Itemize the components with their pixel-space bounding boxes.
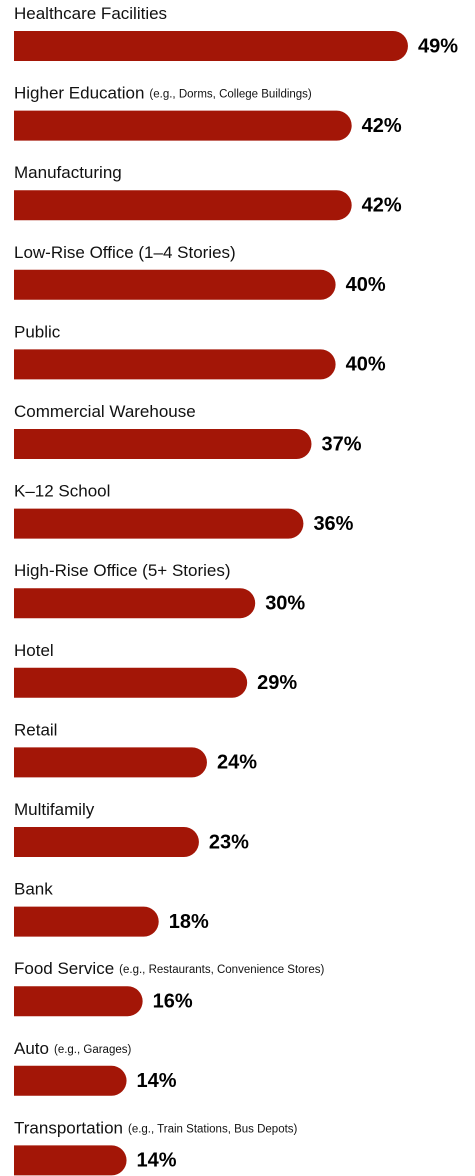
category-name: Hotel	[14, 641, 54, 660]
bar	[14, 827, 199, 857]
category-name: Low-Rise Office (1–4 Stories)	[14, 243, 236, 262]
category-name: K–12 School	[14, 482, 110, 501]
value-label: 24%	[217, 752, 257, 774]
bar	[14, 906, 159, 937]
category-name: Retail	[14, 721, 57, 740]
bar	[14, 349, 336, 380]
value-label: 49%	[418, 35, 458, 57]
bar	[14, 508, 304, 539]
value-label: 30%	[265, 592, 305, 614]
category-name: Bank	[14, 880, 53, 899]
value-label: 29%	[257, 672, 297, 694]
bar	[14, 190, 352, 221]
bar	[14, 31, 408, 61]
bar	[14, 110, 352, 141]
category-name: Commercial Warehouse	[14, 402, 196, 421]
value-label: 42%	[362, 115, 402, 137]
value-label: 23%	[209, 831, 249, 853]
value-label: 40%	[346, 354, 386, 376]
category-label: Multifamily	[14, 800, 95, 819]
value-label: 40%	[346, 274, 386, 296]
value-label: 37%	[321, 433, 361, 455]
category-label: Transportation (e.g., Train Stations, Bus…	[14, 1119, 298, 1138]
category-note: (e.g., Restaurants, Convenience Stores)	[119, 964, 324, 976]
category-name: Higher Education	[14, 84, 144, 103]
category-note: (e.g., Dorms, College Buildings)	[149, 89, 312, 101]
category-name: Auto	[14, 1039, 49, 1058]
category-label: Food Service (e.g., Restaurants, Convenie…	[14, 960, 325, 979]
category-label: Low-Rise Office (1–4 Stories)	[14, 243, 236, 262]
bar	[14, 588, 256, 619]
value-label: 16%	[153, 990, 193, 1012]
bar	[14, 1065, 127, 1096]
value-label: 36%	[313, 513, 353, 535]
value-label: 14%	[137, 1070, 177, 1092]
category-label: Auto (e.g., Garages)	[14, 1039, 131, 1058]
bar	[14, 747, 207, 778]
bar	[14, 1145, 127, 1176]
bar	[14, 269, 336, 300]
category-name: Manufacturing	[14, 164, 122, 183]
bar	[14, 667, 248, 698]
category-label: Higher Education (e.g., Dorms, College Bu…	[14, 84, 312, 103]
value-label: 18%	[169, 911, 209, 933]
value-label: 42%	[362, 194, 402, 216]
category-label: Bank	[14, 880, 53, 899]
category-name: Healthcare Facilities	[14, 4, 167, 23]
category-name: High-Rise Office (5+ Stories)	[14, 562, 231, 581]
category-name: Public	[14, 323, 61, 342]
category-label: Healthcare Facilities	[14, 4, 167, 23]
category-note: (e.g., Garages)	[54, 1044, 132, 1056]
category-note: (e.g., Train Stations, Bus Depots)	[128, 1123, 298, 1135]
category-label: Commercial Warehouse	[14, 402, 196, 421]
category-label: Public	[14, 323, 61, 342]
category-label: K–12 School	[14, 482, 110, 501]
category-name: Food Service	[14, 960, 114, 979]
category-label: Hotel	[14, 641, 54, 660]
bar	[14, 986, 143, 1017]
category-name: Transportation	[14, 1119, 123, 1138]
bar	[14, 429, 312, 459]
category-label: Retail	[14, 721, 57, 740]
category-label: Manufacturing	[14, 164, 122, 183]
category-name: Multifamily	[14, 800, 95, 819]
category-label: High-Rise Office (5+ Stories)	[14, 562, 231, 581]
value-label: 14%	[137, 1150, 177, 1172]
